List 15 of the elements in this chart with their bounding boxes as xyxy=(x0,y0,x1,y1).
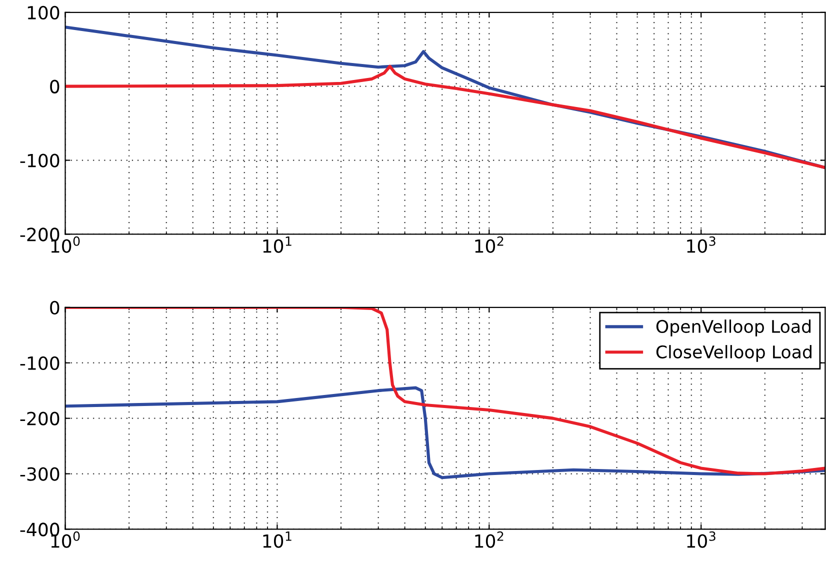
y-tick-label: -200 xyxy=(20,412,60,426)
x-tick-label: 10$^{2}$ xyxy=(475,236,504,253)
y-tick-label: -100 xyxy=(20,154,60,168)
x-tick-label: 10$^{3}$ xyxy=(687,531,716,548)
y-tick-label: -100 xyxy=(20,356,60,370)
y-tick-label: 0 xyxy=(50,80,60,94)
x-tick-label: 10$^{3}$ xyxy=(687,236,716,253)
y-tick-label: 100 xyxy=(28,6,60,20)
x-tick-label: 10$^{1}$ xyxy=(263,532,292,548)
x-tick-label: 10$^{1}$ xyxy=(263,236,292,253)
y-tick-label: 0 xyxy=(50,300,60,315)
legend-label: CloseVelloop Load xyxy=(656,345,812,362)
legend-label: OpenVelloop Load xyxy=(656,320,811,336)
y-tick-label: -300 xyxy=(20,467,60,481)
x-tick-label: 10$^{2}$ xyxy=(475,531,504,548)
